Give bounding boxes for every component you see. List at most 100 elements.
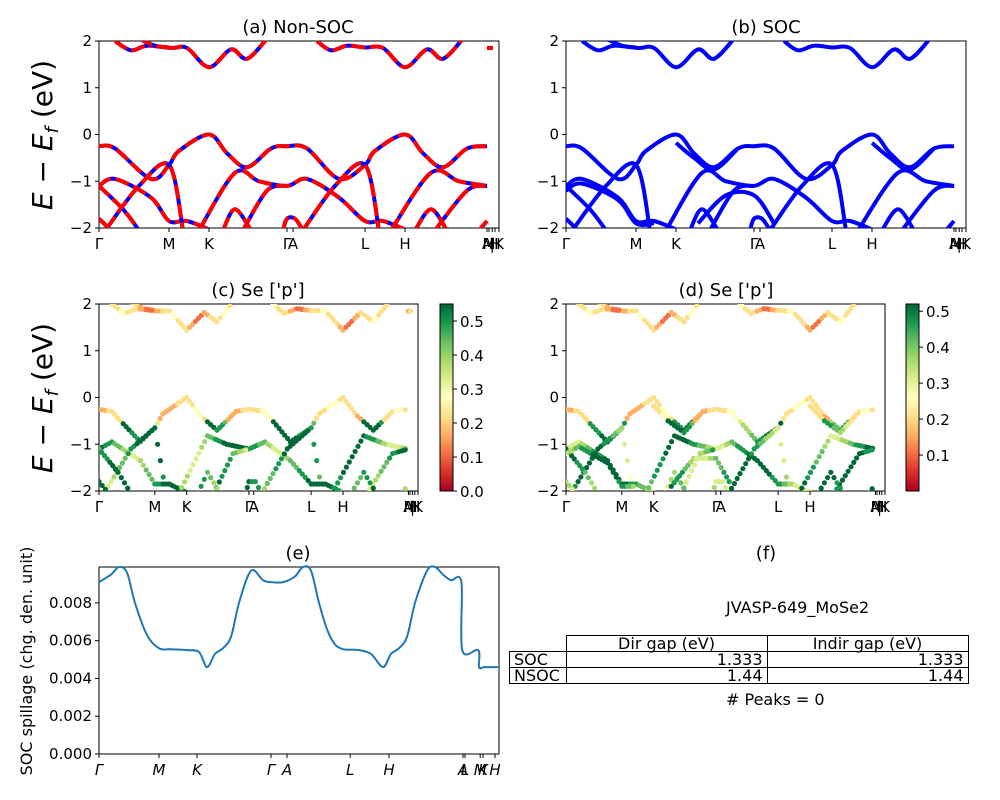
panel-d-points	[566, 304, 876, 491]
x-tick-label: H	[866, 235, 877, 253]
data-point	[834, 480, 840, 486]
data-point	[737, 471, 743, 477]
data-point	[813, 402, 819, 408]
data-point	[818, 485, 824, 491]
data-point	[726, 479, 732, 485]
data-point	[255, 484, 262, 491]
table-row: NSOC 1.44 1.44	[509, 667, 969, 684]
data-point	[727, 490, 730, 491]
data-point	[287, 458, 293, 464]
y-tick-label: −2	[537, 219, 559, 237]
data-point	[265, 412, 271, 418]
data-point	[184, 394, 190, 401]
data-point	[586, 460, 593, 466]
data-point	[679, 490, 683, 491]
data-point	[828, 469, 834, 475]
panel-e-frame	[98, 566, 500, 755]
x-tick-label: L	[828, 235, 837, 253]
data-point	[358, 438, 364, 444]
band-line-up	[302, 161, 381, 228]
band-line-down	[99, 176, 211, 228]
data-point	[651, 473, 658, 479]
data-point	[217, 315, 223, 321]
data-point	[349, 490, 353, 491]
data-point	[244, 484, 250, 491]
data-point	[212, 490, 216, 491]
data-point	[754, 458, 761, 464]
x-tick-label: |	[410, 498, 415, 516]
data-point	[125, 485, 131, 491]
data-point	[607, 465, 613, 471]
data-point	[349, 454, 355, 460]
data-point	[867, 490, 871, 491]
data-point	[137, 458, 144, 464]
data-point	[332, 485, 338, 491]
data-point	[195, 409, 201, 416]
data-point	[845, 468, 851, 474]
data-point	[656, 402, 663, 408]
data-point	[372, 477, 379, 483]
data-point	[146, 472, 152, 478]
data-point	[821, 480, 828, 486]
panel-b-frame	[565, 40, 967, 229]
data-point	[775, 425, 781, 431]
data-point	[740, 422, 746, 428]
data-point	[797, 490, 801, 491]
data-point	[851, 304, 857, 308]
x-tick-label: L	[361, 235, 370, 253]
data-point	[201, 476, 207, 482]
data-point	[189, 402, 196, 408]
data-point	[346, 459, 352, 465]
data-point	[370, 485, 376, 491]
x-tick-label: Γ	[245, 498, 254, 516]
data-point	[99, 479, 102, 485]
data-point	[273, 422, 279, 428]
x-tick-label: K	[182, 498, 193, 516]
data-point	[179, 485, 185, 491]
data-point	[149, 307, 155, 313]
data-point	[211, 480, 217, 486]
data-point	[780, 415, 787, 422]
y-tick-label: 0.008	[49, 594, 92, 612]
data-point	[566, 479, 569, 485]
data-point	[610, 469, 616, 475]
x-tick-label: L	[346, 761, 354, 779]
data-point	[691, 307, 697, 313]
svg-text:SOC spillage (chg. den. unit): SOC spillage (chg. den. unit)	[17, 547, 36, 776]
x-tick-label: L	[774, 498, 783, 516]
y-tick-label: 0.002	[49, 707, 92, 725]
x-tick-label: M	[950, 235, 963, 253]
data-point	[140, 462, 146, 468]
band-line	[566, 217, 579, 228]
panel-a-bands	[99, 41, 493, 228]
material-name: JVASP-649_MoSe2	[726, 598, 870, 617]
band-line-up	[315, 41, 464, 70]
panel-e-title: (e)	[285, 543, 310, 564]
data-point	[143, 467, 149, 473]
data-point	[364, 475, 370, 481]
data-point	[783, 474, 790, 480]
data-point	[582, 469, 588, 475]
data-point	[668, 483, 674, 489]
panel-c-colorbar	[439, 303, 454, 492]
x-tick-label: M	[474, 761, 487, 779]
panel-a-title: (a) Non-SOC	[242, 17, 353, 38]
data-point	[671, 480, 677, 486]
data-point	[358, 475, 364, 481]
data-point	[214, 485, 220, 491]
data-point	[208, 475, 214, 481]
x-tick-label: |	[877, 498, 882, 516]
x-tick-label: Γ	[562, 498, 571, 516]
data-point	[616, 307, 622, 313]
data-point	[108, 479, 114, 485]
data-point	[190, 462, 196, 468]
band-line-up	[221, 207, 252, 228]
data-point	[669, 439, 675, 445]
data-point	[276, 461, 282, 467]
colorbar-tick-label: 0.5	[926, 303, 950, 321]
data-point	[267, 475, 273, 482]
data-point	[743, 461, 749, 467]
data-point	[384, 304, 390, 308]
column-header: Indir gap (eV)	[766, 635, 969, 652]
data-point	[252, 479, 258, 485]
